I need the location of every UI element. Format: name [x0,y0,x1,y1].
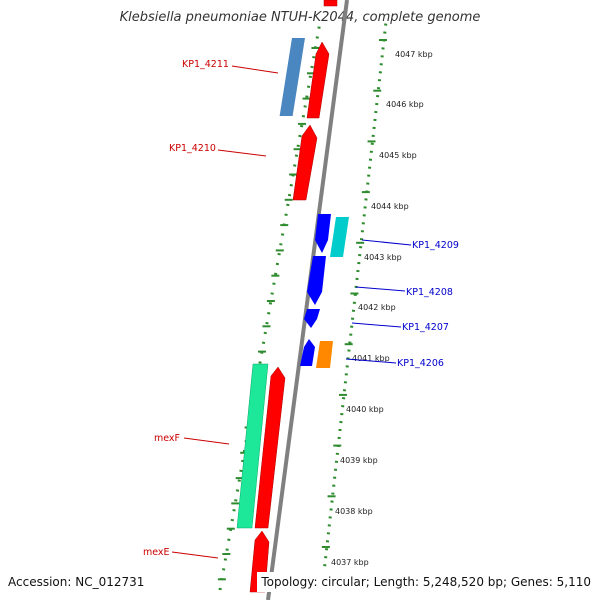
label-mexe: mexE [143,547,170,558]
label-mexf: mexF [154,433,180,444]
gene-kp1-4211-steelblue [279,38,305,116]
leader-kp1-4208 [355,286,406,292]
footer-topology-bg [257,572,595,592]
label-kp1-4206: KP1_4206 [397,358,444,369]
accession-text: Accession: NC_012731 [8,575,144,589]
kbp-label: 4042 kbp [358,303,396,312]
kbp-label: 4045 kbp [379,151,417,160]
kbp-scale: 4047 kbp 4046 kbp 4045 kbp 4044 kbp 4043… [331,50,433,567]
kbp-label: 4039 kbp [340,456,378,465]
kbp-label: 4043 kbp [364,253,402,262]
gene-kp1-4208-blue [307,256,326,305]
gene-kp1-4211-red [306,41,330,119]
kbp-label: 4038 kbp [335,507,373,516]
leader-kp1-4210 [217,149,267,157]
gene-mexf-red [254,366,286,529]
label-kp1-4211: KP1_4211 [182,59,229,70]
kbp-label: 4046 kbp [386,100,424,109]
gene-kp1-4210-red [292,124,318,201]
gene-mexf-green [236,363,269,529]
gene-features [236,0,349,593]
gene-top-red [323,0,338,7]
leader-kp1-4209 [361,239,412,246]
leader-kp1-4206 [345,358,397,364]
kbp-label: 4041 kbp [352,354,390,363]
gene-labels: KP1_4211 KP1_4210 KP1_4209 KP1_4208 KP1_… [143,59,459,559]
label-kp1-4209: KP1_4209 [412,240,459,251]
gene-kp1-4207-blue [304,309,320,328]
gene-kp1-4206-orange [316,341,333,368]
kbp-label: 4047 kbp [395,50,433,59]
leader-kp1-4211 [231,65,279,74]
kbp-label: 4044 kbp [371,202,409,211]
label-kp1-4208: KP1_4208 [406,287,453,298]
kbp-label: 4040 kbp [346,405,384,414]
label-kp1-4210: KP1_4210 [169,143,216,154]
leader-mexe [171,551,219,559]
leader-mexf [183,437,230,445]
leader-kp1-4207 [351,322,402,328]
genome-backbone [266,0,349,600]
gene-kp1-4209-cyan [330,217,349,257]
topology-text: Topology: circular; Length: 5,248,520 bp… [260,575,591,589]
gene-kp1-4209-blue [315,214,331,253]
map-title: Klebsiella pneumoniae NTUH-K2044, comple… [120,10,481,25]
kbp-label: 4037 kbp [331,558,369,567]
label-kp1-4207: KP1_4207 [402,322,449,333]
outer-tick-ring [218,21,322,591]
gene-kp1-4206-blue [300,339,315,366]
